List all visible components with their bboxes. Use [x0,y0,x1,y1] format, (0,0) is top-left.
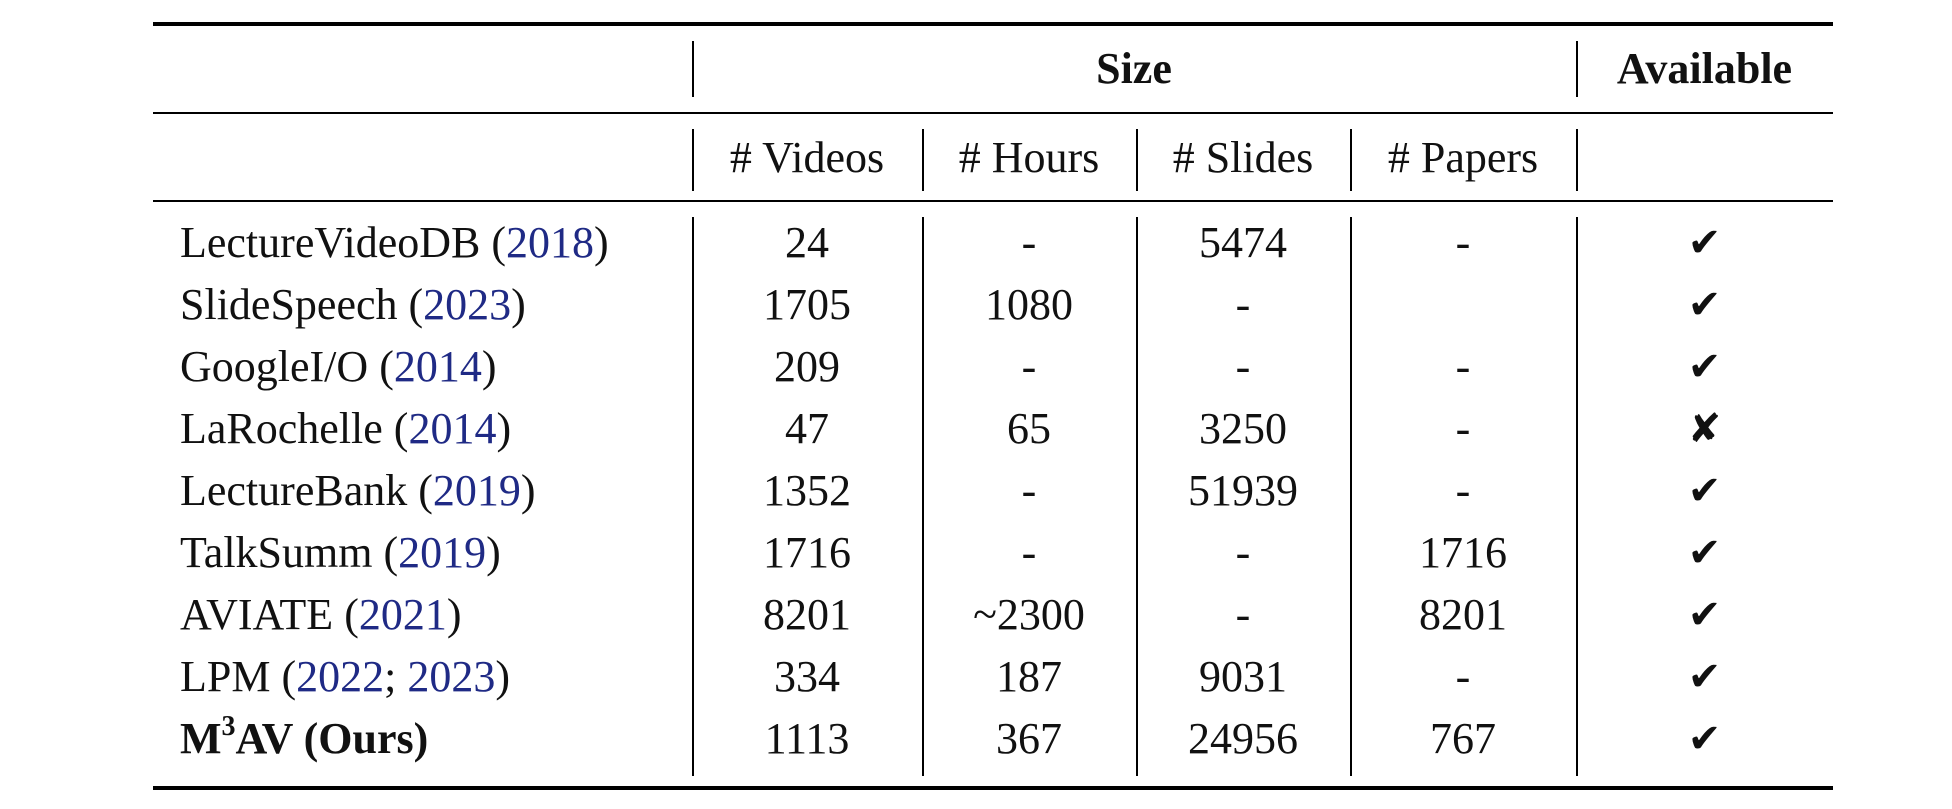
table-subheader-rule [153,200,1833,202]
body-separator-4 [1350,217,1352,776]
papers-cell: 767 [1430,714,1496,763]
papers-cell: - [1455,466,1471,515]
videos-cell: 1705 [763,280,851,329]
slides-cell: 5474 [1199,218,1287,267]
videos-cell: 334 [774,652,840,701]
subheader-separator-3 [1136,129,1138,191]
citation-link[interactable]: 2021 [358,590,447,639]
slides-cell: 24956 [1188,714,1298,763]
body-separator-2 [922,217,924,776]
hours-cell: 1080 [985,280,1073,329]
hours-cell: - [1021,528,1037,577]
dataset-name: TalkSumm [180,528,373,577]
check-icon: ✔ [1687,282,1722,328]
dataset-name: LaRochelle [180,404,383,453]
dataset-name-cell: TalkSumm (2019) [180,528,501,577]
hours-cell: ~2300 [973,590,1085,639]
videos-cell: 47 [785,404,829,453]
hours-column-header: # Hours [958,133,1100,182]
check-icon: ✔ [1687,344,1722,390]
table-top-rule [153,22,1833,26]
dataset-name-cell: LectureVideoDB (2018) [180,218,609,267]
table-header-rule [153,112,1833,114]
hours-cell: 367 [996,714,1062,763]
papers-cell: - [1455,404,1471,453]
dataset-name-cell: GoogleI/O (2014) [180,342,497,391]
check-icon: ✔ [1687,468,1722,514]
dataset-name-cell: LectureBank (2019) [180,466,536,515]
citation-link[interactable]: 2014 [408,404,497,453]
dataset-name-cell: SlideSpeech (2023) [180,280,526,329]
slides-cell: 9031 [1199,652,1287,701]
check-icon: ✔ [1687,654,1722,700]
hours-cell: - [1021,218,1037,267]
videos-cell: 1716 [763,528,851,577]
dataset-name: M [180,714,222,763]
citation-link[interactable]: 2022 [296,652,385,701]
subheader-separator-2 [922,129,924,191]
header-separator-right [1576,41,1578,97]
videos-cell: 209 [774,342,840,391]
dataset-name-cell: LPM (2022; 2023) [180,652,511,701]
dataset-name: SlideSpeech [180,280,398,329]
hours-cell: - [1021,342,1037,391]
papers-cell: - [1455,652,1471,701]
citation-link[interactable]: 2014 [393,342,482,391]
available-header: Available [1616,44,1793,93]
check-icon: ✔ [1687,716,1722,762]
slides-cell: 3250 [1199,404,1287,453]
size-header: Size [1096,44,1172,93]
papers-cell: 1716 [1419,528,1507,577]
dataset-name: GoogleI/O [180,342,369,391]
check-icon: ✔ [1687,220,1722,266]
slides-cell: - [1235,342,1251,391]
videos-cell: 1352 [763,466,851,515]
dataset-name: LectureVideoDB [180,218,481,267]
dataset-name-cell: M3AV (Ours) [180,708,428,770]
table-bottom-rule [153,786,1833,790]
slides-cell: - [1235,280,1251,329]
hours-cell: 65 [1007,404,1051,453]
papers-column-header: # Papers [1387,133,1539,182]
papers-cell: - [1455,218,1471,267]
slides-cell: - [1235,590,1251,639]
check-icon: ✔ [1687,592,1722,638]
slides-cell: 51939 [1188,466,1298,515]
subheader-separator-1 [692,129,694,191]
papers-cell: - [1455,342,1471,391]
papers-cell: 8201 [1419,590,1507,639]
citation-link[interactable]: 2019 [398,528,487,577]
dataset-name-superscript: 3 [221,711,236,742]
videos-column-header: # Videos [729,133,885,182]
citation-link[interactable]: 2023 [423,280,512,329]
dataset-name-cell: LaRochelle (2014) [180,404,512,453]
subheader-separator-4 [1350,129,1352,191]
citation-link[interactable]: 2023 [407,652,496,701]
body-separator-5 [1576,217,1578,776]
dataset-name: LectureBank [180,466,408,515]
slides-cell: - [1235,528,1251,577]
dataset-name-cell: AVIATE (2021) [180,590,462,639]
body-separator-1 [692,217,694,776]
check-icon: ✔ [1687,530,1722,576]
videos-cell: 8201 [763,590,851,639]
hours-cell: - [1021,466,1037,515]
header-separator-left [692,41,694,97]
citation-link[interactable]: 2019 [432,466,521,515]
dataset-name: LPM [180,652,271,701]
citation-link[interactable]: 2018 [506,218,595,267]
body-separator-3 [1136,217,1138,776]
cross-icon: ✘ [1687,406,1722,452]
subheader-separator-5 [1576,129,1578,191]
hours-cell: 187 [996,652,1062,701]
videos-cell: 24 [785,218,829,267]
slides-column-header: # Slides [1172,133,1314,182]
papers-cell [1350,274,1576,336]
videos-cell: 1113 [764,714,850,763]
dataset-name: AVIATE [180,590,334,639]
dataset-name-rest: AV (Ours) [235,714,429,763]
